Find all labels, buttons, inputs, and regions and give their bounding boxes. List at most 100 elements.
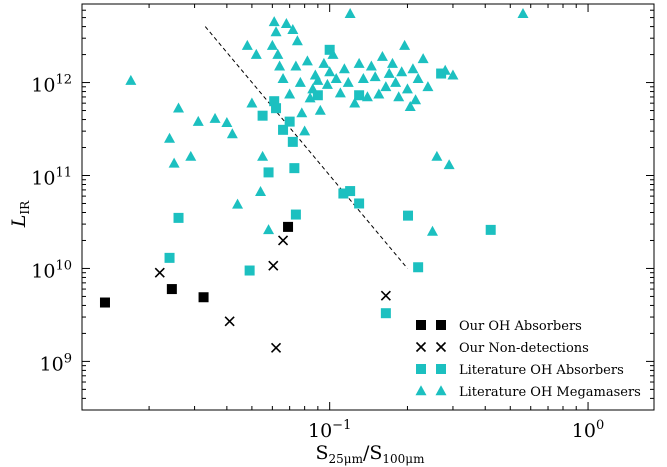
x-axis-label: S25μm/S100μm [316,442,426,466]
legend-item: Literature OH Megamasers [415,385,641,400]
data-point [365,60,377,71]
data-point [224,316,235,327]
data-point [284,88,296,99]
data-point [284,116,295,127]
data-point [357,73,369,83]
data-point [166,284,177,295]
x-tick-label: 10−1 [308,418,351,442]
data-point [268,260,279,271]
data-point [318,57,330,68]
data-point [287,24,299,35]
x-axis-label-main: S [316,442,329,464]
data-point [390,76,402,87]
data-point [324,66,336,77]
data-point [334,87,346,98]
data-point [221,116,233,127]
data-point [280,17,292,28]
y-tick-label: 109 [40,351,72,375]
y-tick-labels: 109 1010 1011 1012 [31,73,72,376]
data-point [399,39,411,50]
legend-marker [415,341,427,353]
data-point [354,198,365,209]
data-point [99,297,110,308]
data-point [338,188,349,199]
data-point [268,16,280,27]
data-point [342,76,354,87]
data-point [417,53,429,64]
data-point [291,35,303,46]
data-point [257,110,268,121]
legend-marker [415,385,427,396]
data-point [296,107,308,118]
data-point [349,97,361,108]
x-axis-label-sep: /S [363,442,382,464]
data-point [393,91,405,102]
data-point [125,74,137,85]
legend-item: Our Non-detections [415,341,589,356]
data-point [250,48,262,59]
data-point [312,74,324,85]
data-point [266,39,278,50]
y-tick-label: 1010 [31,258,72,282]
data-point [376,50,388,61]
data-point [380,290,391,301]
data-point [241,39,253,50]
data-point [294,76,306,87]
data-point [164,252,175,263]
data-point [485,224,496,235]
x-axis-label-sub2: 100μm [382,452,425,466]
data-point [173,212,184,223]
data-point [244,265,255,276]
data-point [168,157,180,168]
data-point [422,81,434,92]
data-point [353,57,365,68]
data-point [283,221,294,232]
data-point [232,198,244,209]
data-point [290,209,301,220]
legend-marker [416,364,426,374]
data-points [99,8,529,353]
plot-frame [81,3,655,411]
data-point [354,90,365,101]
data-point [386,57,398,68]
legend-marker [416,320,426,330]
data-point [154,267,165,278]
data-point [330,73,342,83]
data-point [431,150,443,161]
data-point [380,81,392,92]
data-point [226,128,238,139]
data-point [396,66,408,77]
x-tick-label: 100 [572,418,604,442]
data-point [192,115,204,126]
data-point [274,60,286,71]
data-point [270,342,282,353]
plot-area [99,8,529,353]
y-axis-label-sub: IR [18,200,32,215]
legend-label: Our Non-detections [459,341,589,356]
data-point [380,308,391,319]
data-point [278,124,289,135]
data-point [401,83,413,94]
y-axis-label-main: L [8,215,30,229]
legend-label: Literature OH Megamasers [459,385,641,400]
data-point [383,67,395,78]
data-point [407,63,419,74]
data-point [404,100,416,111]
x-axis-label-sub1: 25μm [329,452,364,466]
legend-item: Literature OH Absorbers [416,363,624,378]
data-point [246,97,258,108]
data-point [361,91,373,102]
data-point [426,225,438,236]
legend-marker [435,385,447,396]
data-point [413,262,424,273]
legend-marker [436,364,446,374]
data-point [277,73,289,83]
data-point [164,132,176,143]
dashed-trend-line [204,26,408,269]
data-point [299,125,311,136]
data-point [373,88,385,99]
legend-marker [436,320,446,330]
data-point [369,71,381,82]
data-point [271,103,282,114]
